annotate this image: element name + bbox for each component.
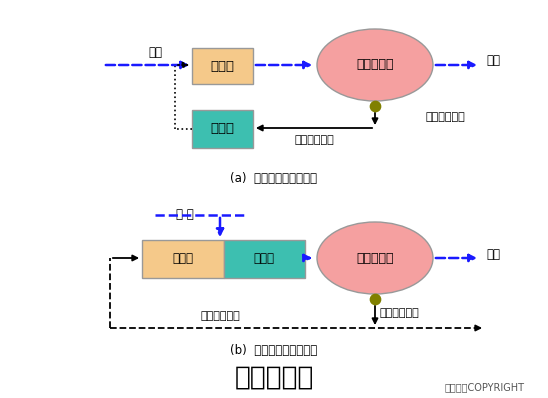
Point <box>370 296 379 302</box>
Text: 进 水: 进 水 <box>176 209 194 222</box>
Text: 生物吸附法: 生物吸附法 <box>235 365 313 391</box>
Text: 剩余活性污泥: 剩余活性污泥 <box>425 112 465 122</box>
Ellipse shape <box>317 222 433 294</box>
Text: 再生段: 再生段 <box>254 252 275 265</box>
Ellipse shape <box>317 29 433 101</box>
Text: 二次沉淀池: 二次沉淀池 <box>356 59 394 72</box>
Text: 回流活性污泥: 回流活性污泥 <box>294 135 334 145</box>
Text: 吸附池: 吸附池 <box>210 59 235 72</box>
Bar <box>192 48 253 84</box>
Text: 进水: 进水 <box>148 45 162 59</box>
Bar <box>224 240 305 278</box>
Bar <box>142 240 224 278</box>
Text: 东方仿真COPYRIGHT: 东方仿真COPYRIGHT <box>445 382 525 392</box>
Text: 回流活性污泥: 回流活性污泥 <box>200 311 240 321</box>
Text: (a)  再生段与吸附段分建: (a) 再生段与吸附段分建 <box>231 172 317 185</box>
Text: 出水: 出水 <box>486 248 500 261</box>
Point <box>370 103 379 109</box>
Text: 二次沉淀池: 二次沉淀池 <box>356 252 394 265</box>
Text: (b)  再生段与吸附段合建: (b) 再生段与吸附段合建 <box>230 343 318 357</box>
Text: 剩余活性污泥: 剩余活性污泥 <box>380 308 420 318</box>
Text: 出水: 出水 <box>486 55 500 68</box>
Text: 吸附段: 吸附段 <box>172 252 193 265</box>
Bar <box>192 110 253 148</box>
Text: 再生池: 再生池 <box>210 123 235 135</box>
